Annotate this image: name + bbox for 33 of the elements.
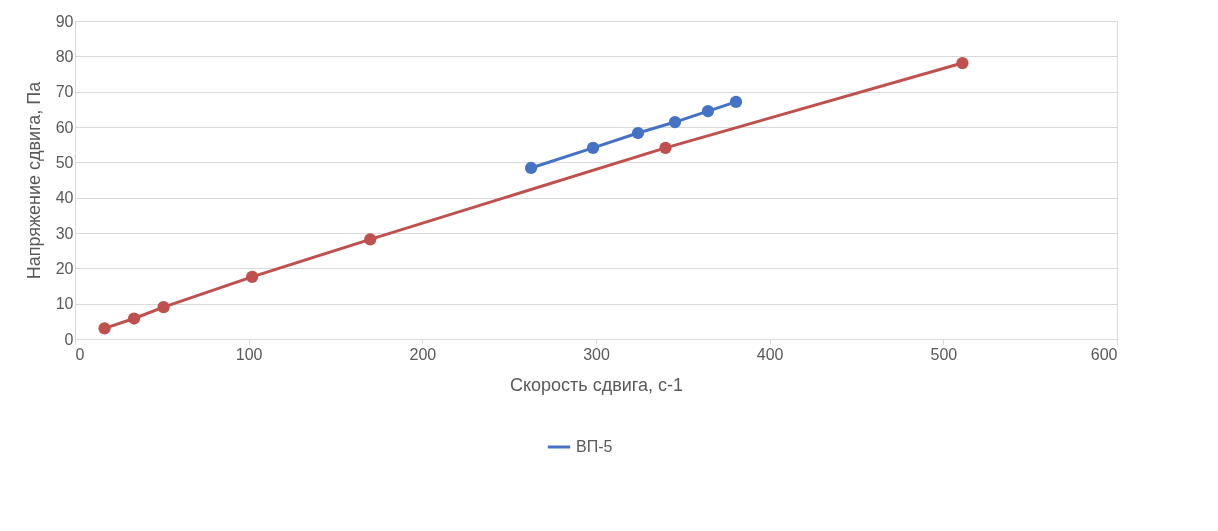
y-axis-title: Напряжение сдвига, Па bbox=[23, 80, 44, 280]
point bbox=[668, 115, 682, 129]
point bbox=[246, 270, 259, 283]
x-tick-label: 500 bbox=[930, 345, 958, 363]
x-tick-label: 0 bbox=[75, 345, 85, 363]
y-tick-label: 60 bbox=[55, 118, 74, 136]
y-tick-label: 20 bbox=[55, 259, 74, 277]
legend-label: ВП-5 bbox=[576, 438, 613, 455]
y-tick-label: 10 bbox=[55, 295, 74, 313]
y-tick-label: 50 bbox=[55, 153, 74, 171]
y-tick-label: 90 bbox=[55, 12, 74, 30]
point bbox=[524, 161, 538, 175]
x-tick-label: 600 bbox=[1090, 345, 1118, 363]
point bbox=[956, 56, 969, 70]
point bbox=[631, 126, 645, 140]
point bbox=[586, 141, 600, 154]
point bbox=[729, 95, 743, 109]
point bbox=[701, 104, 715, 118]
point bbox=[98, 322, 111, 335]
point bbox=[157, 301, 170, 314]
y-tick-label: 30 bbox=[55, 224, 74, 242]
x-tick-label: 400 bbox=[756, 345, 784, 363]
point bbox=[364, 233, 377, 246]
y-tick-label: 0 bbox=[64, 330, 74, 348]
x-tick-label: 100 bbox=[235, 345, 263, 363]
y-tick-label: 70 bbox=[55, 83, 74, 101]
x-axis-title: Скорость сдвига, с-1 bbox=[509, 374, 684, 395]
point bbox=[127, 312, 141, 325]
y-tick-label: 80 bbox=[55, 47, 74, 65]
point bbox=[659, 141, 672, 154]
x-tick-label: 200 bbox=[409, 345, 437, 363]
x-tick-label: 300 bbox=[583, 345, 610, 363]
y-tick-label: 40 bbox=[55, 189, 74, 207]
